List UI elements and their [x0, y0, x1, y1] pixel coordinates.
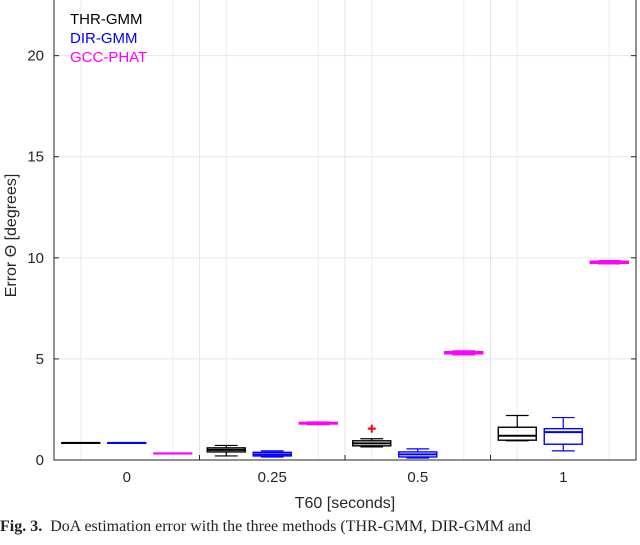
x-axis-label: T60 [seconds] — [295, 495, 396, 512]
axes — [53, 0, 637, 461]
box-dir-gmm-1 — [543, 416, 583, 452]
legend-entry: THR-GMM — [70, 11, 142, 28]
y-tick-label: 0 — [36, 452, 44, 469]
legend: THR-GMM DIR-GMM GCC-PHAT — [70, 11, 147, 66]
box-gcc-phat-1 — [589, 260, 629, 265]
box-thr-gmm-0 — [61, 441, 101, 445]
grid-lines — [53, 0, 637, 461]
x-tick-label: 0.5 — [407, 469, 428, 486]
y-tick-labels: 0 5 10 15 20 — [27, 48, 44, 469]
y-tick-label: 10 — [27, 250, 44, 267]
box-rect — [497, 426, 537, 441]
figure-caption: Fig. 3. DoA estimation error with the th… — [0, 518, 640, 536]
box-thr-gmm-0.5 — [352, 424, 392, 448]
box-gcc-phat-0.5 — [444, 350, 484, 356]
box-series — [61, 260, 629, 459]
box-rect — [543, 427, 583, 445]
legend-entry: GCC-PHAT — [70, 49, 147, 66]
legend-entry: DIR-GMM — [70, 30, 138, 47]
box-dir-gmm-0 — [107, 441, 147, 445]
caption-text: DoA estimation error with the three meth… — [50, 518, 532, 535]
caption-label: Fig. 3. — [0, 518, 43, 535]
box-gcc-phat-0 — [153, 452, 193, 455]
x-tick-label: 1 — [559, 469, 567, 486]
x-tick-labels: 0 0.25 0.5 1 — [123, 469, 568, 486]
box-dir-gmm-0.25 — [252, 450, 292, 458]
box-thr-gmm-1 — [497, 414, 537, 442]
y-tick-label: 15 — [27, 149, 44, 166]
y-tick-label: 5 — [36, 351, 44, 368]
box-gcc-phat-0.25 — [298, 421, 338, 426]
x-tick-label: 0 — [123, 469, 131, 486]
x-tick-label: 0.25 — [258, 469, 287, 486]
box-dir-gmm-0.5 — [398, 448, 438, 459]
y-tick-label: 20 — [27, 48, 44, 65]
box-thr-gmm-0.25 — [206, 444, 246, 457]
y-axis-label: Error Θ [degrees] — [3, 174, 20, 298]
